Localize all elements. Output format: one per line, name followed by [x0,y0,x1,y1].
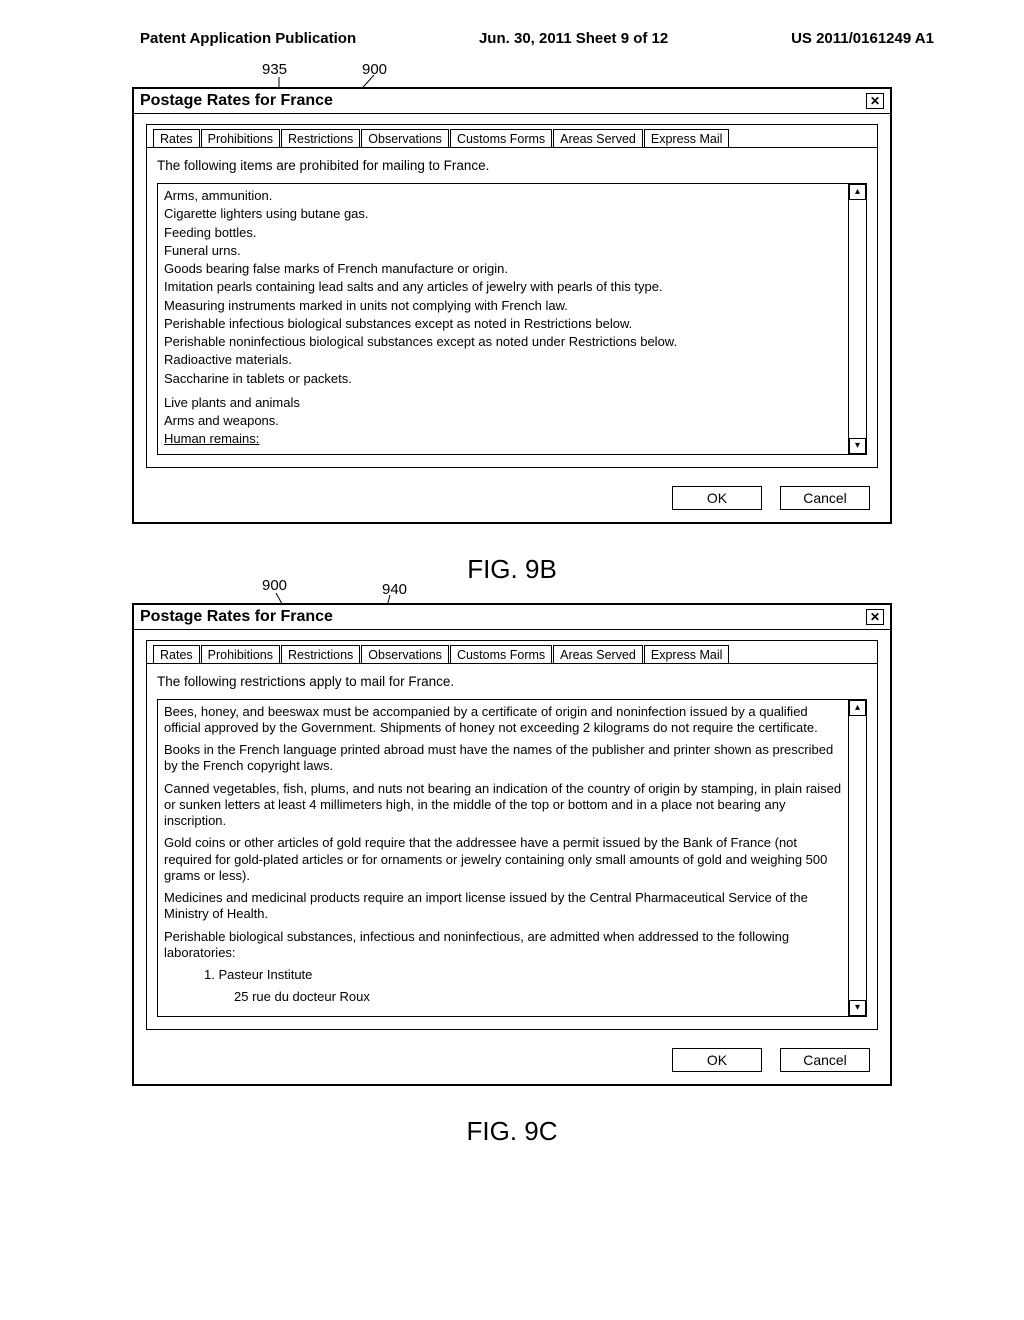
header-left: Patent Application Publication [140,30,356,47]
cancel-button[interactable]: Cancel [780,1048,870,1072]
list-item: Perishable infectious biological substan… [164,316,844,332]
callout-935: 935 [262,61,287,78]
ok-button[interactable]: OK [672,486,762,510]
ok-button[interactable]: OK [672,1048,762,1072]
list-item: Live plants and animals [164,395,844,411]
scrollbar[interactable]: ▴ ▾ [848,184,866,454]
tab-prohibitions[interactable]: Prohibitions [201,645,280,663]
tab-customs-forms[interactable]: Customs Forms [450,645,552,663]
scroll-up-icon[interactable]: ▴ [849,700,866,716]
intro-text: The following restrictions apply to mail… [147,664,877,695]
tab-restrictions[interactable]: Restrictions [281,645,360,663]
list-item: Arms, ammunition. [164,188,844,204]
list-item: Human remains: [164,431,844,447]
tab-areas-served[interactable]: Areas Served [553,129,643,147]
tab-rates[interactable]: Rates [153,129,200,147]
figure-caption-9b: FIG. 9B [0,554,1024,585]
list-item: Perishable biological substances, infect… [164,929,844,962]
list-item: Measuring instruments marked in units no… [164,298,844,314]
tab-observations[interactable]: Observations [361,645,449,663]
figure-9b: 935 900 936 937 Postage Rates for France… [132,87,892,524]
list-item: Saccharine in tablets or packets. [164,371,844,387]
list-subitem: 25 rue du docteur Roux [164,989,844,1005]
list-item: Arms and weapons. [164,413,844,429]
tab-bar: Rates Prohibitions Restrictions Observat… [147,125,877,148]
list-item: Feeding bottles. [164,225,844,241]
title-bar: Postage Rates for France ✕ [134,605,890,630]
dialog-title: Postage Rates for France [140,608,333,626]
header-right: US 2011/0161249 A1 [791,30,934,47]
scrollbar[interactable]: ▴ ▾ [848,700,866,1016]
figure-9c: 900 940 941 Postage Rates for France ✕ R… [132,603,892,1086]
tab-rates[interactable]: Rates [153,645,200,663]
list-item: Medicines and medicinal products require… [164,890,844,923]
list-item: Cigarette lighters using butane gas. [164,206,844,222]
cancel-button[interactable]: Cancel [780,486,870,510]
intro-text: The following items are prohibited for m… [147,148,877,179]
dialog-title: Postage Rates for France [140,92,333,110]
page-header: Patent Application Publication Jun. 30, … [0,30,1024,47]
scroll-down-icon[interactable]: ▾ [849,1000,866,1016]
callout-940: 940 [382,581,407,598]
restrictions-list: Bees, honey, and beeswax must be accompa… [157,699,867,1017]
list-item: Bees, honey, and beeswax must be accompa… [164,704,844,737]
tab-observations[interactable]: Observations [361,129,449,147]
title-bar: Postage Rates for France ✕ [134,89,890,114]
list-subitem: 1. Pasteur Institute [164,967,844,983]
scroll-down-icon[interactable]: ▾ [849,438,866,454]
header-center: Jun. 30, 2011 Sheet 9 of 12 [479,30,668,47]
list-item: Perishable noninfectious biological subs… [164,334,844,350]
scroll-up-icon[interactable]: ▴ [849,184,866,200]
tab-prohibitions[interactable]: Prohibitions [201,129,280,147]
list-item: Gold coins or other articles of gold req… [164,835,844,884]
tab-express-mail[interactable]: Express Mail [644,645,730,663]
list-item: Imitation pearls containing lead salts a… [164,279,844,295]
list-item: Funeral urns. [164,243,844,259]
tab-areas-served[interactable]: Areas Served [553,645,643,663]
list-item: Radioactive materials. [164,352,844,368]
tab-bar: Rates Prohibitions Restrictions Observat… [147,641,877,664]
dialog-prohibitions: Postage Rates for France ✕ Rates Prohibi… [132,87,892,524]
close-icon[interactable]: ✕ [866,93,884,109]
list-item: Books in the French language printed abr… [164,742,844,775]
figure-caption-9c: FIG. 9C [0,1116,1024,1147]
callout-900: 900 [362,61,387,78]
callout-900: 900 [262,577,287,594]
dialog-restrictions: Postage Rates for France ✕ Rates Prohibi… [132,603,892,1086]
close-icon[interactable]: ✕ [866,609,884,625]
tab-restrictions[interactable]: Restrictions [281,129,360,147]
list-item: Goods bearing false marks of French manu… [164,261,844,277]
tab-customs-forms[interactable]: Customs Forms [450,129,552,147]
prohibitions-list: Arms, ammunition. Cigarette lighters usi… [157,183,867,455]
tab-express-mail[interactable]: Express Mail [644,129,730,147]
list-item: Canned vegetables, fish, plums, and nuts… [164,781,844,830]
